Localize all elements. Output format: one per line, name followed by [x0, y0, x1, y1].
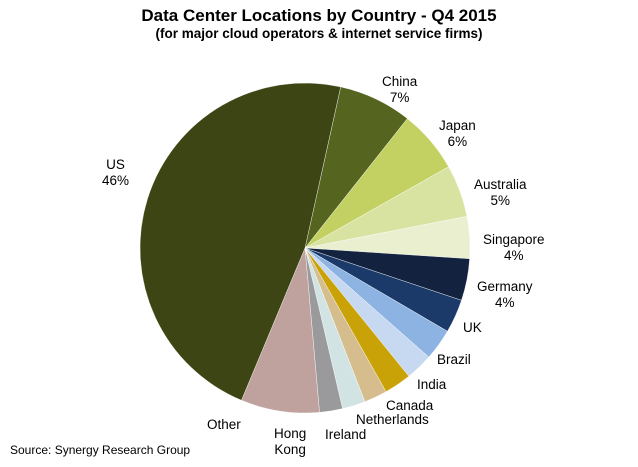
label-australia: Australia 5% — [474, 177, 527, 208]
label-china: China 7% — [382, 74, 418, 105]
label-ireland: Ireland — [325, 427, 367, 442]
label-other: Other — [207, 417, 241, 432]
label-us: US 46% — [102, 157, 130, 188]
label-uk: UK — [463, 320, 482, 335]
chart-title: Data Center Locations by Country - Q4 20… — [141, 6, 497, 25]
label-canada: Canada — [386, 398, 434, 413]
slice-us — [139, 82, 341, 401]
source-note: Source: Synergy Research Group — [10, 443, 191, 457]
label-germany: Germany 4% — [477, 279, 533, 310]
label-japan: Japan 6% — [439, 118, 476, 149]
label-singapore: Singapore 4% — [483, 232, 545, 263]
label-hong-kong: Hong Kong — [274, 426, 307, 457]
label-netherlands: Netherlands — [356, 412, 429, 427]
label-brazil: Brazil — [437, 352, 471, 367]
label-india: India — [417, 377, 447, 392]
chart-subtitle: (for major cloud operators & internet se… — [155, 26, 483, 41]
